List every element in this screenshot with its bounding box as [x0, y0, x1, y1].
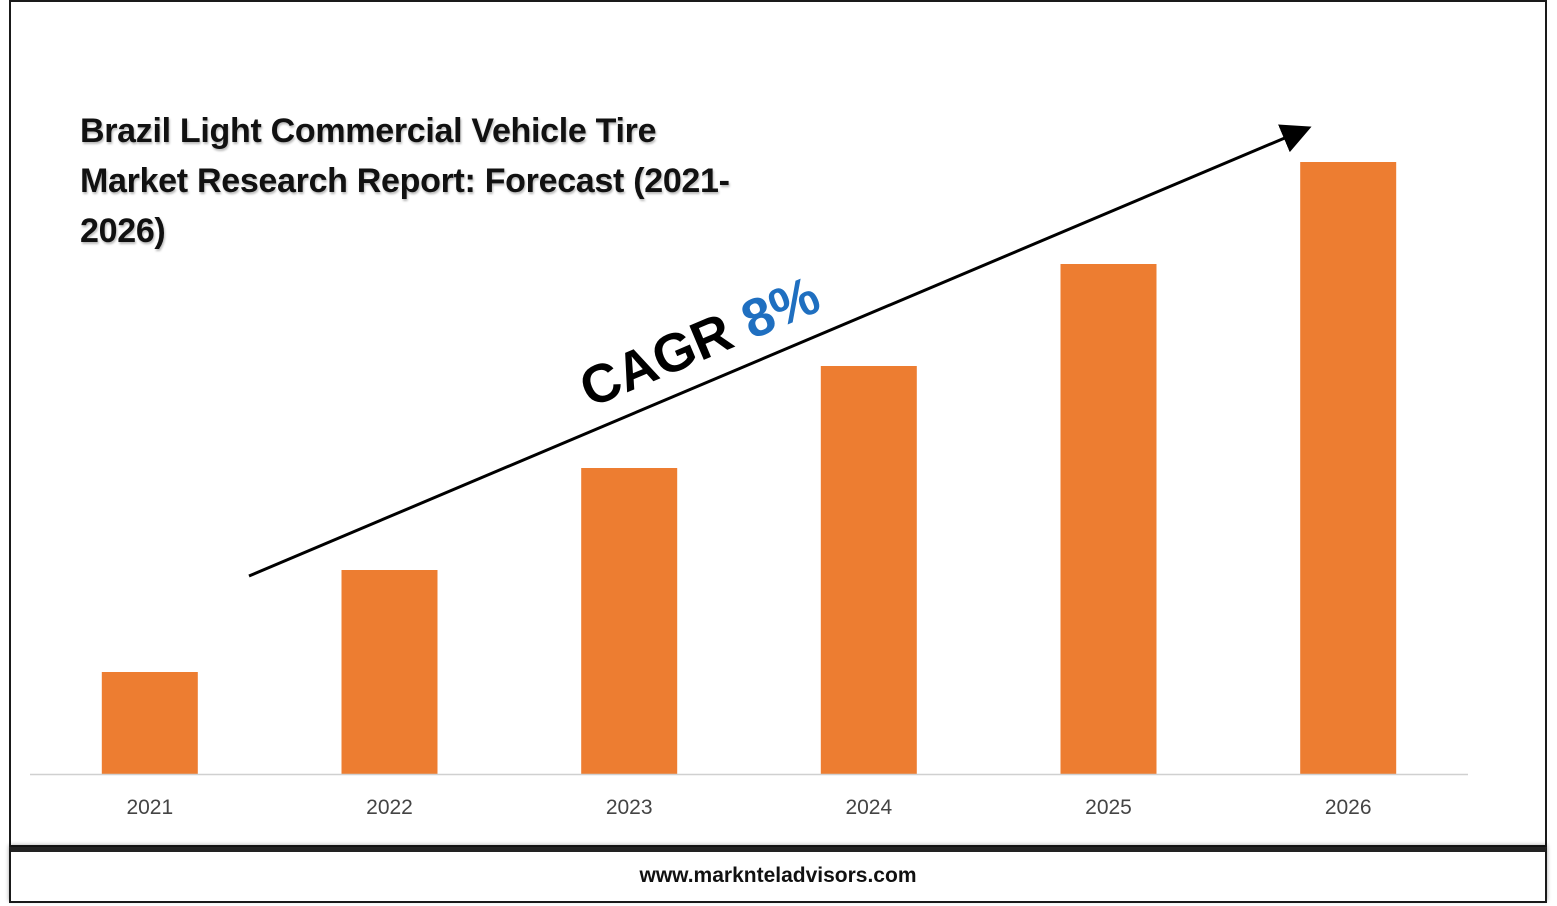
footer-website-link[interactable]: www.marknteladvisors.com: [639, 864, 917, 887]
x-tick-label-2023: 2023: [606, 796, 653, 819]
bar-2023: [581, 468, 678, 774]
footer-bar: www.marknteladvisors.com: [9, 847, 1547, 903]
chart-title: Brazil Light Commercial Vehicle Tire Mar…: [80, 112, 730, 250]
bar-2026: [1300, 162, 1397, 774]
x-tick-labels: 2021 2022 2023 2024 2025 2026: [126, 796, 1371, 819]
bar-2024: [820, 366, 917, 774]
cagr-annotation: CAGR 8%: [571, 265, 828, 419]
bar-2021: [101, 672, 198, 774]
bars-group: [101, 162, 1397, 774]
bar-2025: [1060, 264, 1157, 774]
x-tick-label-2025: 2025: [1085, 796, 1132, 819]
cagr-label: CAGR: [571, 302, 741, 419]
x-tick-label-2026: 2026: [1325, 796, 1372, 819]
x-tick-label-2024: 2024: [845, 796, 892, 819]
x-tick-label-2022: 2022: [366, 796, 413, 819]
x-tick-label-2021: 2021: [126, 796, 173, 819]
trend-arrow: [248, 124, 1312, 578]
bar-2022: [341, 570, 438, 774]
